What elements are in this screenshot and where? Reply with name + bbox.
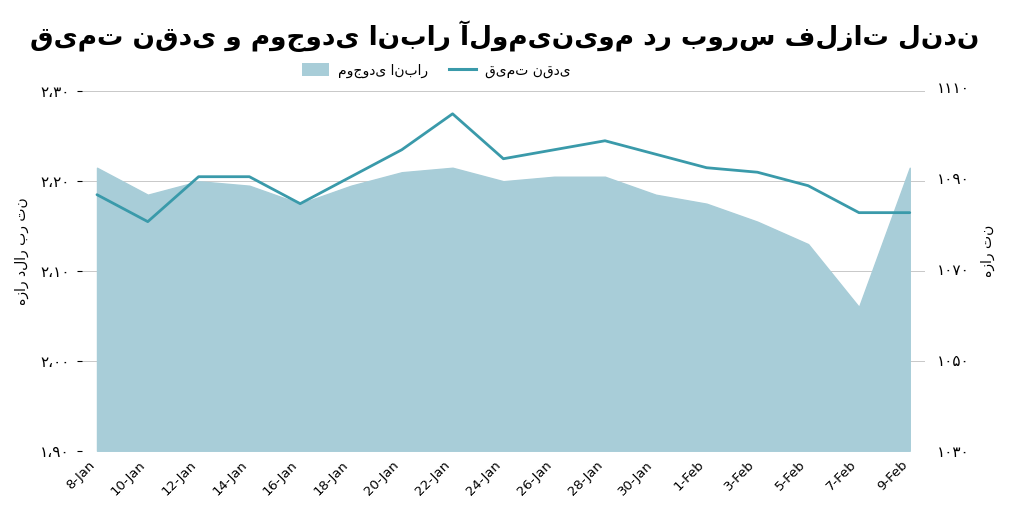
Y-axis label: هزار تن: هزار تن [981,225,995,277]
Y-axis label: هزار دلار بر تن: هزار دلار بر تن [15,197,29,305]
Text: قیمت نقدی و موجودی انبار آلومینیوم در بورس فلزات لندن: قیمت نقدی و موجودی انبار آلومینیوم در بو… [30,21,980,52]
Legend: موجودی انبار, قیمت نقدی: موجودی انبار, قیمت نقدی [296,58,576,83]
